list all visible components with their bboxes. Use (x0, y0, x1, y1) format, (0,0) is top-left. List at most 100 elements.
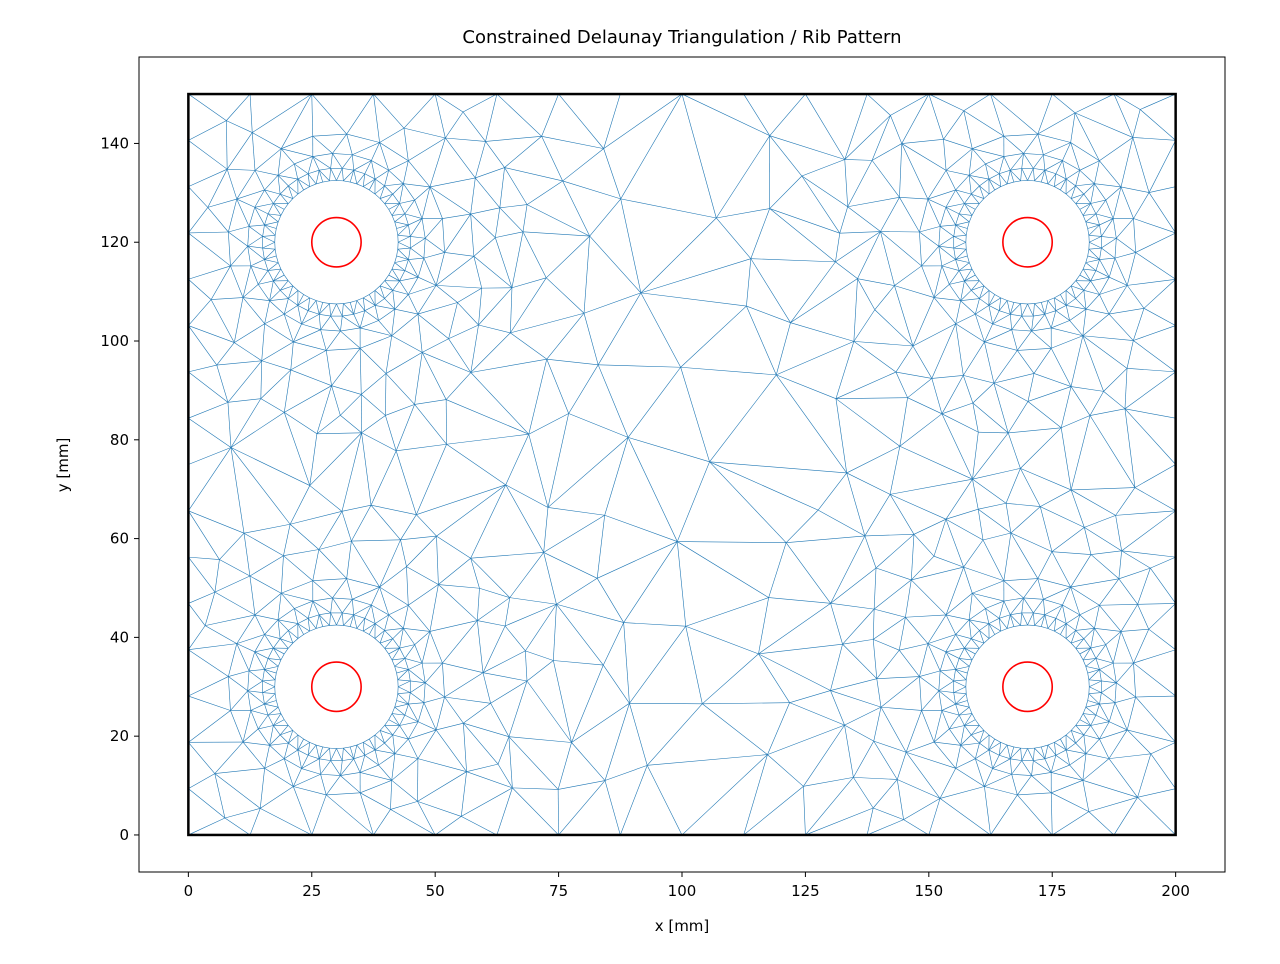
mesh-edge (946, 648, 965, 652)
mesh-edge (304, 631, 310, 634)
mesh-edge (964, 639, 971, 648)
overlay (188, 94, 1175, 835)
mesh-edge (942, 710, 949, 728)
y-tick-label: 0 (119, 826, 129, 844)
mesh-edge (544, 507, 548, 552)
mesh-edge (425, 663, 442, 683)
mesh-edge (354, 170, 365, 174)
mesh-edge (1021, 748, 1022, 761)
mesh-edge (1134, 650, 1176, 663)
mesh-edge (410, 238, 425, 248)
mesh-edge (624, 623, 630, 704)
mesh-edge (831, 536, 865, 603)
mesh-edge (845, 725, 854, 777)
mesh-edge (946, 149, 972, 171)
mesh-edge (230, 710, 243, 742)
mesh-edge (205, 615, 255, 626)
mesh-edge (973, 403, 978, 432)
mesh-edge (769, 598, 831, 604)
mesh-edge (395, 222, 409, 225)
mesh-edge (547, 359, 569, 413)
mesh-edge (319, 759, 320, 774)
mesh-edge (263, 693, 265, 704)
mesh-edge (527, 181, 563, 205)
mesh-edge (313, 581, 333, 598)
mesh-edge (1054, 739, 1060, 742)
mesh-edge (280, 290, 288, 298)
mesh-edge (495, 232, 523, 238)
mesh-edge (1106, 200, 1113, 218)
mesh-edge (447, 434, 529, 444)
mesh-edge (227, 169, 255, 170)
mesh-edge (1038, 579, 1071, 587)
mesh-edge (1033, 155, 1043, 169)
mesh-edge (751, 259, 791, 323)
mesh-edge (281, 136, 313, 149)
mesh-edge (252, 133, 255, 171)
mesh-edge (500, 208, 523, 232)
mesh-edge (430, 187, 443, 219)
mesh-edge (380, 128, 404, 142)
mesh-edge (1021, 168, 1022, 181)
mesh-edge (1010, 314, 1021, 316)
mesh-edge (1056, 174, 1066, 179)
mesh-edge (984, 787, 990, 835)
mesh-edge (1071, 490, 1115, 515)
mesh-edge (379, 309, 395, 320)
mesh-edge (1091, 551, 1122, 555)
mesh-edge (1070, 309, 1086, 320)
mesh-edge (393, 725, 400, 734)
mesh-edge (758, 644, 842, 654)
mesh-edge (340, 331, 360, 348)
mesh-edge (940, 798, 991, 835)
mesh-edge (288, 179, 297, 186)
mesh-edge (461, 816, 497, 835)
mesh-edge (818, 473, 847, 510)
mesh-edge (500, 205, 527, 208)
mesh-edge (1066, 286, 1071, 291)
mesh-edge (647, 755, 767, 766)
mesh-edge (331, 304, 337, 316)
mesh-edge (457, 288, 481, 302)
mesh-edge (498, 737, 509, 764)
mesh-edge (226, 121, 227, 170)
mesh-edge (1071, 336, 1083, 387)
mesh-edge (681, 367, 710, 462)
mesh-edge (332, 386, 341, 416)
mesh-edge (956, 301, 961, 324)
mesh-edge (911, 556, 934, 580)
mesh-edge (312, 94, 313, 136)
mesh-edge (964, 94, 991, 111)
mesh-edge (1090, 409, 1125, 416)
mesh-edge (1094, 628, 1105, 644)
mesh-edge (954, 225, 956, 236)
mesh-edge (942, 414, 973, 479)
mesh-edge (418, 759, 467, 772)
mesh-edge (629, 703, 702, 704)
mesh-edge (954, 235, 967, 236)
mesh-edge (442, 663, 483, 673)
mesh-edge (449, 339, 471, 373)
mesh-edge (248, 246, 251, 266)
mesh-edge (790, 703, 845, 725)
mesh-edge (605, 437, 628, 515)
mesh-edge (843, 609, 875, 644)
mesh-edge (1006, 503, 1040, 506)
mesh-edge (1043, 599, 1044, 614)
mesh-edge (803, 777, 853, 786)
mesh-edge (1041, 301, 1048, 303)
mesh-edge (252, 94, 312, 133)
mesh-edge (228, 399, 261, 403)
mesh-edge (1076, 628, 1095, 630)
mesh-edge (371, 451, 396, 505)
mesh-edge (326, 331, 340, 350)
mesh-edge (1080, 161, 1100, 171)
mesh-edge (298, 750, 308, 755)
mesh-edge (371, 605, 375, 624)
mesh-edge (1083, 314, 1109, 336)
mesh-edge (1017, 348, 1051, 350)
mesh-edge (972, 593, 1004, 601)
mesh-edge (406, 536, 436, 567)
mesh-edge (1138, 568, 1151, 604)
mesh-edge (544, 515, 605, 552)
